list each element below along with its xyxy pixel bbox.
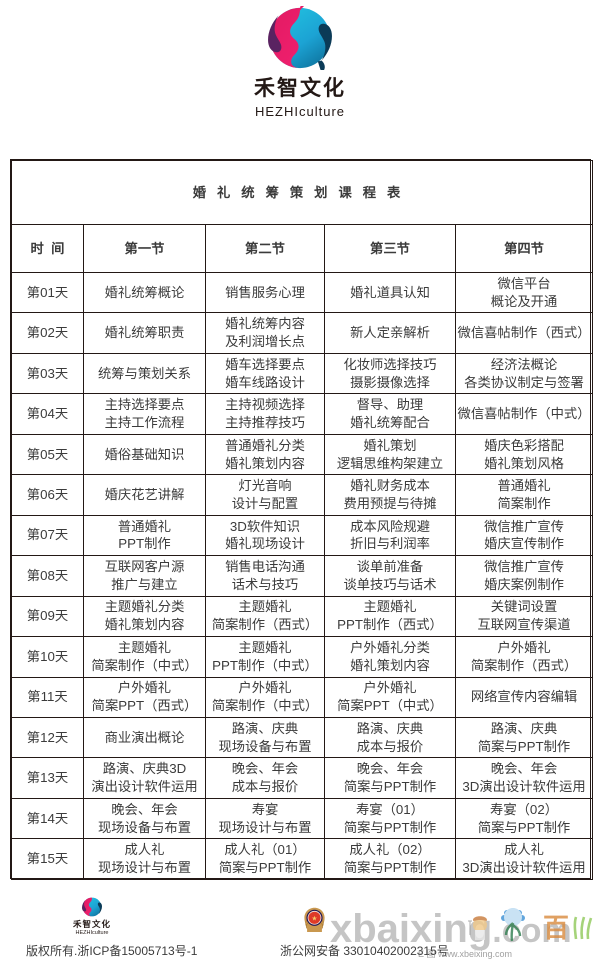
svg-text:★: ★	[311, 915, 317, 923]
svg-text:百: 百	[543, 913, 569, 943]
